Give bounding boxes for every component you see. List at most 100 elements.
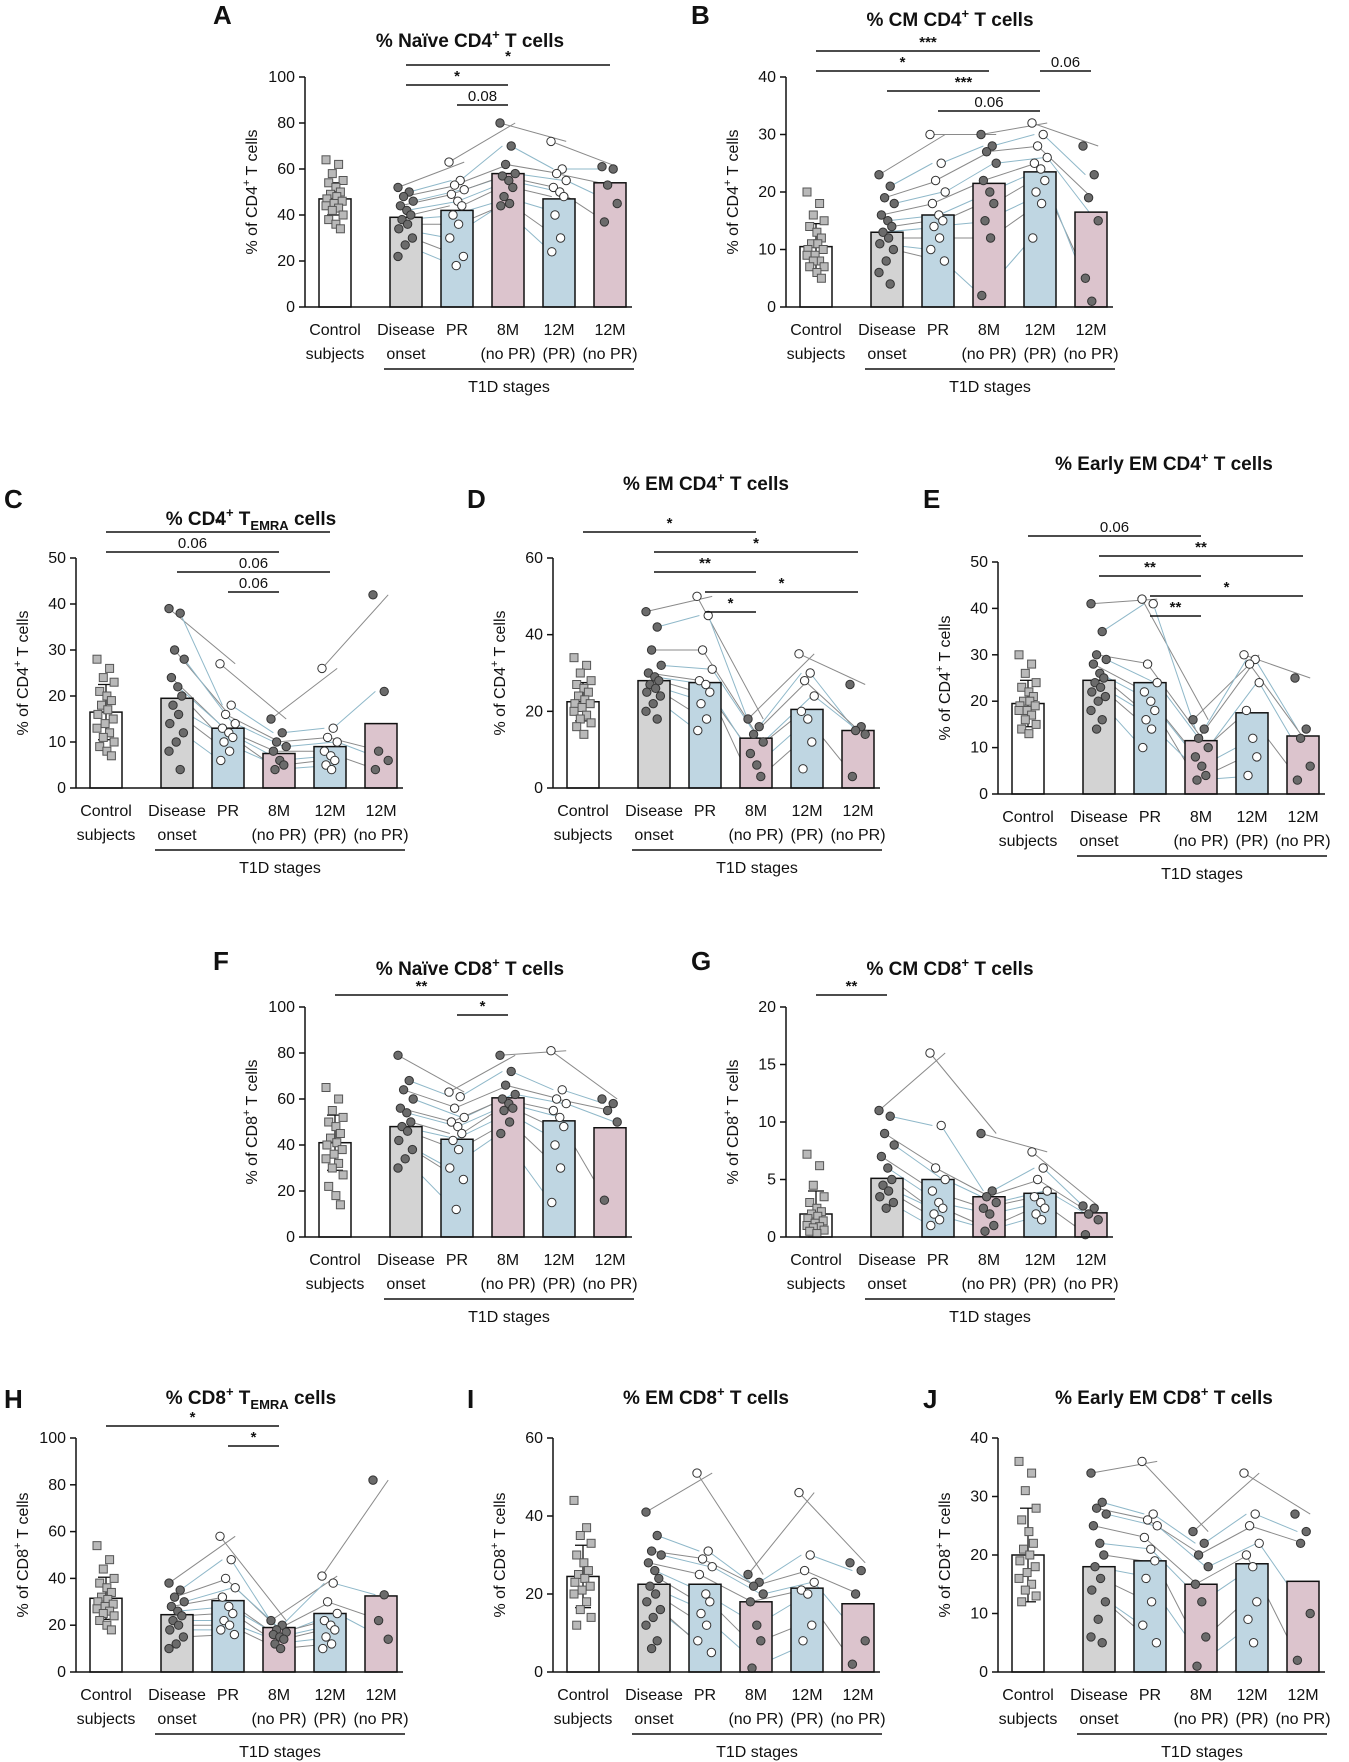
- patient-point: [449, 1103, 460, 1113]
- patient-point: [654, 1573, 664, 1584]
- patient-point: [1097, 626, 1107, 637]
- patient-point: [1038, 129, 1048, 140]
- y-tick-label: 10: [758, 242, 776, 259]
- control-point: [95, 686, 105, 696]
- bar-stage-4: [790, 1587, 824, 1673]
- category-label-sub: subjects: [77, 1711, 136, 1728]
- patient-point: [1290, 673, 1300, 683]
- patient-point: [179, 654, 189, 664]
- control-point: [321, 1154, 331, 1164]
- bar-stage-2: [921, 1178, 955, 1238]
- patient-point: [496, 1128, 506, 1139]
- control-point: [105, 728, 115, 738]
- patient-connector: [511, 1070, 554, 1091]
- patient-point: [602, 180, 613, 190]
- patient-point: [275, 1643, 286, 1654]
- control-point: [805, 222, 815, 231]
- category-label-sub: onset: [157, 827, 197, 844]
- patient-point: [224, 1601, 234, 1612]
- patient-point: [546, 1046, 556, 1056]
- control-point: [815, 1161, 825, 1171]
- title-sup: +: [492, 955, 500, 970]
- panel-letter: G: [691, 946, 711, 976]
- patient-point: [642, 1597, 652, 1607]
- bar-stage-5: [364, 722, 398, 789]
- patient-point: [407, 1144, 418, 1155]
- patient-point: [648, 698, 658, 709]
- y-tick-label: 10: [758, 1114, 776, 1131]
- category-label-sub: (no PR): [1275, 1711, 1330, 1728]
- patient-connector: [1105, 658, 1156, 684]
- patient-point: [976, 129, 986, 140]
- patient-point: [317, 1571, 327, 1581]
- patient-point: [1078, 1201, 1088, 1211]
- title-rest: T cells: [1208, 454, 1272, 475]
- control-point: [585, 1581, 595, 1591]
- category-label: 12M: [1287, 1687, 1318, 1704]
- patient-point: [406, 210, 416, 220]
- patient-point: [508, 182, 518, 193]
- patient-point: [457, 201, 467, 211]
- control-point: [324, 1117, 334, 1127]
- significance-label: 0.06: [239, 555, 268, 572]
- y-tick-label: 40: [277, 1137, 295, 1154]
- patient-connector: [890, 1115, 933, 1126]
- patient-point: [1250, 1509, 1260, 1519]
- patient-point: [448, 1135, 458, 1146]
- category-label-sub: (no PR): [353, 1711, 408, 1728]
- patient-point: [177, 691, 187, 701]
- category-label: Disease: [1070, 809, 1128, 826]
- patient-connector: [321, 594, 389, 669]
- patient-point: [991, 1197, 1001, 1208]
- patient-point: [400, 240, 410, 250]
- y-tick-label: 0: [767, 1229, 776, 1246]
- control-point: [324, 1181, 334, 1191]
- control-point: [103, 705, 113, 715]
- control-point: [808, 210, 818, 220]
- patient-point: [373, 1615, 384, 1626]
- patient-point: [178, 728, 189, 738]
- significance-label: *: [1224, 579, 1230, 596]
- patient-connector: [413, 1098, 462, 1118]
- patient-connector: [332, 691, 376, 729]
- patient-point: [887, 1174, 897, 1185]
- category-label: 8M: [978, 322, 1000, 339]
- category-label: 12M: [543, 322, 574, 339]
- control-point: [575, 1531, 585, 1540]
- patient-point: [1252, 752, 1262, 762]
- patient-point: [883, 233, 894, 243]
- patient-point: [165, 1625, 175, 1635]
- control-point: [332, 1138, 342, 1148]
- control-point: [819, 262, 829, 272]
- category-label: 8M: [978, 1252, 1000, 1269]
- patient-point: [807, 737, 817, 747]
- patient-connector: [1102, 1501, 1145, 1515]
- y-tick-label: 0: [979, 786, 988, 803]
- control-point: [583, 687, 593, 697]
- patient-connector: [184, 1587, 233, 1603]
- title-main: % Naïve CD4: [376, 31, 493, 52]
- patient-point: [1137, 1456, 1147, 1467]
- category-label-sub: (no PR): [728, 827, 783, 844]
- panel-i: I % EM CD8+ T cells 0 20 40 60 % of CD8+ T cel…: [467, 1384, 886, 1761]
- control-point: [586, 718, 596, 728]
- control-point: [95, 742, 105, 752]
- category-label-sub: (no PR): [1275, 833, 1330, 850]
- patient-point: [981, 147, 992, 157]
- patient-point: [226, 1554, 236, 1565]
- category-label: 12M: [1024, 1252, 1055, 1269]
- control-point: [105, 1555, 115, 1565]
- patient-point: [1099, 1550, 1109, 1560]
- category-label: 12M: [1075, 322, 1106, 339]
- patient-point: [1139, 1532, 1150, 1543]
- y-tick-label: 30: [970, 647, 988, 664]
- category-label: 12M: [365, 803, 396, 820]
- control-point: [582, 660, 592, 670]
- group-label: T1D stages: [949, 1309, 1031, 1326]
- patient-point: [1036, 198, 1047, 209]
- patient-point: [1137, 594, 1147, 604]
- y-tick-label: 60: [525, 1430, 543, 1447]
- patient-point: [641, 1507, 651, 1517]
- category-label: Control: [80, 803, 132, 820]
- patient-connector: [645, 1472, 713, 1513]
